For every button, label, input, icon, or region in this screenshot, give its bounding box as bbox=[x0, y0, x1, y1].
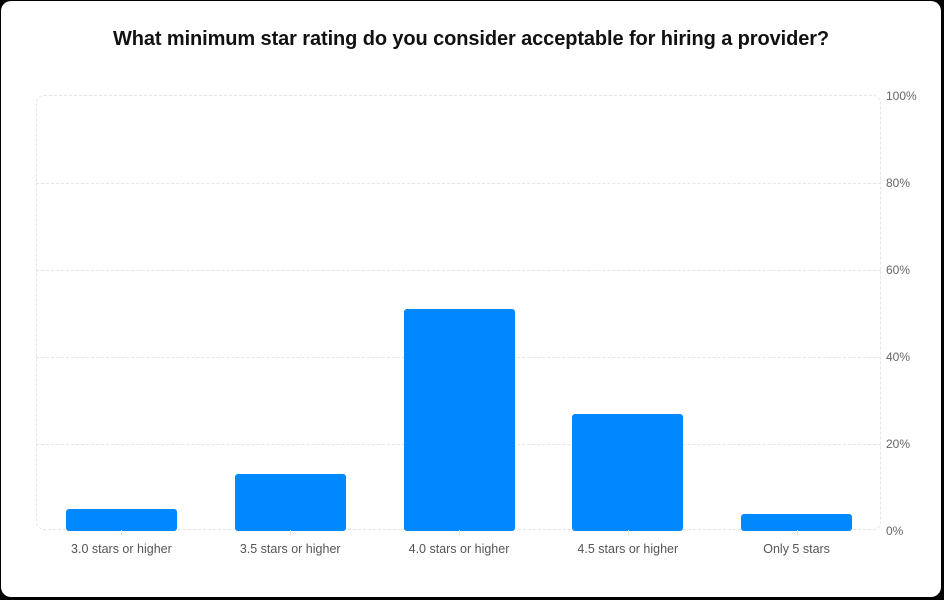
x-tick-label: 3.5 stars or higher bbox=[239, 542, 341, 556]
x-tick-label: 4.5 stars or higher bbox=[577, 542, 679, 556]
x-tick-label: Only 5 stars bbox=[763, 542, 830, 556]
bar[interactable] bbox=[572, 413, 684, 531]
y-tick-label: 20% bbox=[886, 437, 911, 451]
chart-title: What minimum star rating do you consider… bbox=[112, 28, 830, 50]
gridline bbox=[36, 183, 881, 184]
y-tick-label: 80% bbox=[886, 176, 911, 190]
bar[interactable] bbox=[65, 509, 177, 531]
bar[interactable] bbox=[403, 309, 515, 531]
gridline bbox=[36, 270, 881, 271]
bar[interactable] bbox=[741, 513, 853, 531]
x-tick bbox=[796, 530, 799, 536]
y-tick-label: 60% bbox=[886, 263, 911, 277]
y-tick-label: 0% bbox=[886, 524, 904, 538]
x-tick bbox=[627, 530, 630, 536]
x-tick bbox=[121, 530, 123, 536]
y-tick-label: 40% bbox=[886, 350, 911, 364]
x-tick bbox=[290, 530, 292, 536]
x-tick-label: 3.0 stars or higher bbox=[71, 542, 172, 556]
x-tick bbox=[459, 530, 461, 536]
x-tick-label: 4.0 stars or higher bbox=[408, 542, 510, 556]
y-tick-label: 100% bbox=[886, 89, 917, 103]
bar[interactable] bbox=[234, 474, 346, 531]
